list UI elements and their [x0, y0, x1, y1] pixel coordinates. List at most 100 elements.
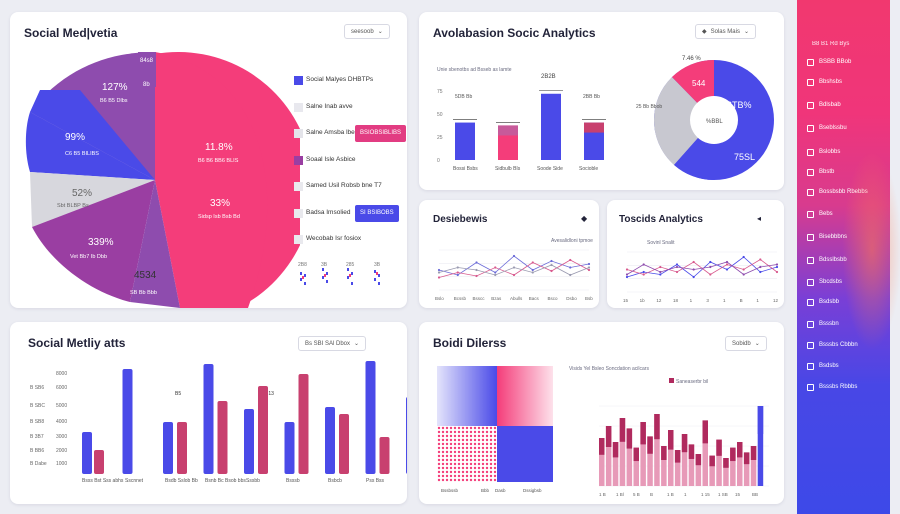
series-point[interactable]: [475, 261, 478, 264]
arrow-left-icon[interactable]: ◂: [757, 214, 762, 223]
series-point[interactable]: [725, 268, 729, 271]
metric-bar-pink[interactable]: [298, 374, 309, 474]
pie-chart[interactable]: 8b 84s8 127% B6 B5 Dlbs 99% C6 B5 BILIBS…: [10, 12, 300, 308]
series-point[interactable]: [437, 271, 441, 274]
legend-item[interactable]: Samed Usil Robsb bne T7: [292, 178, 407, 205]
series-point[interactable]: [494, 271, 497, 274]
metric-bar-blue[interactable]: [365, 361, 376, 474]
sidebar-item[interactable]: Bossbsbb Rbebbs: [807, 186, 887, 198]
sidebar-item[interactable]: Bdlsbab: [807, 99, 887, 111]
analytics-dropdown[interactable]: ◆ Solas Mais ⌄: [695, 24, 756, 39]
series-point[interactable]: [709, 265, 712, 269]
series-point[interactable]: [759, 258, 762, 261]
sidebar-item[interactable]: Sbcdsbs: [807, 276, 887, 288]
series-point[interactable]: [692, 268, 695, 271]
heat-bar[interactable]: [640, 422, 646, 486]
heat-bar[interactable]: [681, 434, 688, 486]
heat-bar[interactable]: [647, 436, 653, 486]
legend-item[interactable]: Soaal Isle Asbice: [292, 152, 407, 179]
series-point[interactable]: [642, 263, 645, 266]
series-point[interactable]: [569, 273, 572, 277]
heat-bar[interactable]: [674, 450, 681, 486]
metric-bar-pink[interactable]: [379, 437, 390, 474]
bar[interactable]: [541, 93, 561, 160]
series-point[interactable]: [759, 265, 762, 269]
series-point[interactable]: [531, 261, 534, 264]
series-point[interactable]: [531, 271, 534, 274]
sidebar-item[interactable]: Bsssbn: [807, 318, 887, 330]
metric-bar-blue[interactable]: [82, 432, 92, 474]
series-point[interactable]: [625, 275, 629, 279]
heatmap[interactable]: Bssbssb Bbb Dasb Dssigbsb: [433, 366, 558, 498]
legend-item[interactable]: Social Malyes DHBTPs: [292, 72, 407, 99]
sidebar-item[interactable]: Bsssbs Rbbbs: [807, 381, 887, 393]
series-point[interactable]: [494, 266, 497, 269]
metric-bar-blue[interactable]: [203, 364, 214, 474]
sidebar-item[interactable]: Bisebbbns: [807, 231, 887, 243]
heat-bar[interactable]: [716, 439, 722, 486]
series-point[interactable]: [675, 265, 679, 269]
metric-bar-blue[interactable]: [284, 422, 295, 474]
heat-bar[interactable]: [626, 428, 633, 486]
series-point[interactable]: [759, 270, 762, 274]
series-point[interactable]: [437, 276, 441, 279]
heat-bar[interactable]: [757, 406, 764, 486]
sidebar-item[interactable]: BSBB BBob: [807, 56, 887, 68]
sidebar-item[interactable]: Bsdsbs: [807, 360, 887, 372]
metrics-dropdown[interactable]: Bs SBI SAl Dbox ⌄: [298, 336, 367, 351]
series-point[interactable]: [456, 266, 459, 269]
series-point[interactable]: [531, 268, 534, 272]
legend-item[interactable]: Salne Inab avve: [292, 99, 407, 126]
heat-bar[interactable]: [730, 447, 736, 486]
heat-bar[interactable]: [654, 414, 660, 486]
metrics-bar-chart[interactable]: B SB6 B SBC B SB8 B 3B7 B BB6 B Dabe 800…: [10, 322, 407, 504]
heat-bar-chart[interactable]: 1 B 1 Bl 5 B B 1 B 1 1 15 1 SB 15 BB: [569, 382, 774, 500]
metric-bar-pink[interactable]: [339, 414, 349, 474]
line-right-chart[interactable]: 15 1b 12 18 1 3 1 B 1 12: [621, 248, 781, 304]
series-point[interactable]: [692, 260, 695, 264]
heat-bar[interactable]: [661, 446, 667, 486]
series-point[interactable]: [456, 271, 459, 274]
heat-bar[interactable]: [633, 447, 640, 486]
series-point[interactable]: [550, 269, 553, 273]
series-point[interactable]: [512, 254, 516, 258]
line-left-options-icon[interactable]: ◆: [581, 214, 588, 223]
bar[interactable]: [455, 122, 475, 160]
analytics-bar-chart[interactable]: 0 25 50 75 2B2B 5DB Bb 2BB Bb Bossi Bsbs…: [419, 12, 619, 190]
series-point[interactable]: [775, 265, 779, 269]
series-point[interactable]: [725, 260, 729, 264]
sidebar-item[interactable]: Bseblssbu: [807, 122, 887, 134]
heat-bar[interactable]: [750, 446, 757, 486]
heat-bar[interactable]: [605, 426, 612, 486]
series-point[interactable]: [587, 262, 591, 266]
line-left-chart[interactable]: Bslo Bcssb Bsscc Bzas Abulls Bacs Bsco Dsbo Bsbd…: [433, 246, 593, 302]
social-media-dropdown[interactable]: seesoob ⌄: [344, 24, 390, 39]
heat-bar[interactable]: [612, 442, 619, 486]
metric-bar-blue[interactable]: [325, 407, 335, 474]
series-point[interactable]: [675, 263, 679, 266]
series-point[interactable]: [659, 270, 662, 274]
heat-bar[interactable]: [695, 454, 702, 486]
sidebar-item[interactable]: Bebs: [807, 208, 887, 220]
metric-bar-blue[interactable]: [163, 422, 173, 474]
series-point[interactable]: [456, 273, 459, 277]
heat-bar[interactable]: [688, 444, 695, 486]
legend-item[interactable]: Salne Amsba lbe BSIOBSIBLIBS: [292, 125, 407, 152]
series-point[interactable]: [642, 270, 645, 274]
series-point[interactable]: [625, 268, 629, 271]
metric-bar-blue[interactable]: [406, 397, 407, 474]
sidebar-item[interactable]: Bbstb: [807, 166, 887, 178]
series-point[interactable]: [587, 266, 591, 269]
series-point[interactable]: [709, 260, 712, 264]
donut-chart[interactable]: 7.46 % 544 6TB% 75SL %BBL 25 Bb Bbob: [634, 50, 784, 190]
series-point[interactable]: [512, 266, 516, 269]
heat-bar[interactable]: [619, 418, 626, 486]
series-point[interactable]: [569, 258, 572, 262]
series-point[interactable]: [569, 266, 572, 269]
sidebar-item[interactable]: Bbshsbs: [807, 76, 887, 88]
metric-bar-pink[interactable]: [258, 386, 268, 474]
legend-item[interactable]: Wecobab Isr fosiox: [292, 231, 407, 258]
heat-bar[interactable]: [743, 452, 750, 486]
metric-bar-pink[interactable]: [94, 450, 104, 474]
legend-item[interactable]: Badsa Imsolied SI BSIBOBS: [292, 204, 407, 232]
